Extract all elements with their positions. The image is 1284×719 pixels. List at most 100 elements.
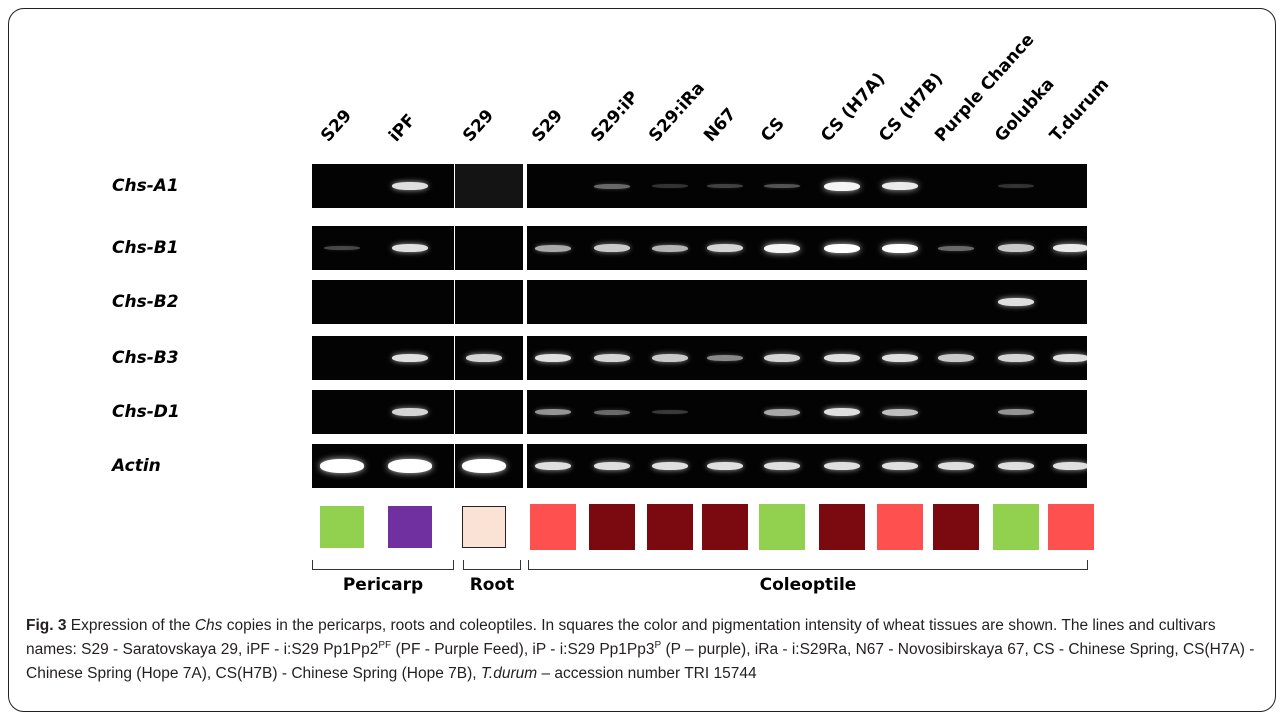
gel-band [466,354,502,362]
caption-text-2: copies in the pericarps, roots and coleo… [26,617,1216,658]
gel-band [998,184,1034,188]
gel-band [594,462,630,470]
caption-sup-pf: PF [378,639,392,651]
group-label-pericarp: Pericarp [342,575,424,595]
lane-label: N67 [700,104,741,146]
gel-band [998,244,1034,252]
gel-band [594,409,630,415]
gel-band [882,408,918,416]
gel-band [998,462,1034,470]
gel-band [707,244,743,252]
figure-frame [8,8,1276,712]
pigment-swatch [819,504,865,550]
gel-band [882,182,918,190]
gel-band [882,243,918,253]
gene-label: Chs-B3 [112,348,179,368]
gel-panel [455,390,523,434]
gel-band [392,354,428,362]
gel-band [594,354,630,362]
gel-panel [527,164,1087,208]
lane-label: CS [757,114,789,146]
gel-panel [527,280,1087,324]
gel-band [652,184,688,188]
gel-panel [312,280,454,324]
pigment-swatch [388,506,432,548]
lane-label: S29 [459,105,499,146]
gel-band [388,459,432,473]
gel-figure: S29 iPF S29 S29 S29:iP S29:iRa N67 CS CS (H7A) CS… [112,29,1113,595]
pigment-swatch [702,504,748,550]
lane-label: iPF [385,110,421,146]
gel-band [764,354,800,362]
coleoptile-bracket [528,560,1088,570]
caption-text-1: Expression of the [66,617,195,634]
gel-band [320,459,364,473]
gel-band [535,462,571,470]
gel-band [998,409,1034,415]
gel-band [707,355,743,361]
gel-band [392,182,428,190]
gel-band [824,181,860,191]
gene-label: Actin [112,456,161,476]
gel-band [882,354,918,362]
gel-panel [527,336,1087,380]
gene-label: Chs-B1 [112,238,179,258]
lane-label: S29 [528,105,568,146]
gel-band [938,245,974,251]
gene-label: Chs-A1 [112,176,179,196]
pigment-swatch [933,504,979,550]
gel-panel [455,226,523,270]
gel-band [1053,244,1087,252]
gel-band [652,410,688,414]
lane-label: S29 [317,105,357,146]
caption-text-3: (PF - Purple Feed), iP - i:S29 Pp1Pp3 [391,641,655,658]
gel-band [652,462,688,470]
gel-band [594,183,630,189]
pigment-swatch [320,506,364,548]
group-label-coleoptile: Coleoptile [759,575,857,595]
gel-band [652,354,688,362]
gel-panel [312,390,454,434]
gel-band [824,462,860,470]
gel-band [707,184,743,188]
gene-label: Chs-B2 [112,292,179,312]
figure-caption: Fig. 3 Expression of the Chs copies in t… [26,614,1264,686]
caption-text-4: (P – purple), iRa - i:S29Ra, N67 - Novos… [26,641,1255,682]
gel-band [707,462,743,470]
gel-panel [312,226,454,270]
pigment-swatch [993,504,1039,550]
lane-label: S29:iRa [645,78,709,146]
gel-band [652,244,688,252]
gel-band [392,408,428,416]
gel-band [824,408,860,416]
caption-text-5: – accession number TRI 15744 [537,665,757,682]
pericarp-bracket [312,560,454,570]
gel-band [535,354,571,362]
gel-panel [455,336,523,380]
group-label-root: Root [469,575,515,595]
caption-chs-italic: Chs [194,617,223,634]
lane-label: Purple Chance [931,29,1039,147]
gel-band [882,462,918,470]
gel-band [824,354,860,362]
figure-number: Fig. 3 [26,617,67,634]
caption-sup-p: P [654,639,662,651]
gel-panel [312,444,454,488]
gel-band [535,244,571,252]
gel-panel [455,444,523,488]
pigment-swatch [1048,504,1094,550]
gel-band [535,409,571,415]
gel-band [594,244,630,252]
pigment-swatch [759,504,805,550]
pigment-swatch [462,506,506,548]
gel-band [998,298,1034,306]
gel-band [764,462,800,470]
gel-band [462,459,506,473]
gel-band [938,354,974,362]
gel-band [392,244,428,252]
gel-panel [455,280,523,324]
gel-band [764,184,800,188]
root-bracket [463,560,521,570]
gel-band [1053,462,1087,470]
gel-band [764,408,800,416]
